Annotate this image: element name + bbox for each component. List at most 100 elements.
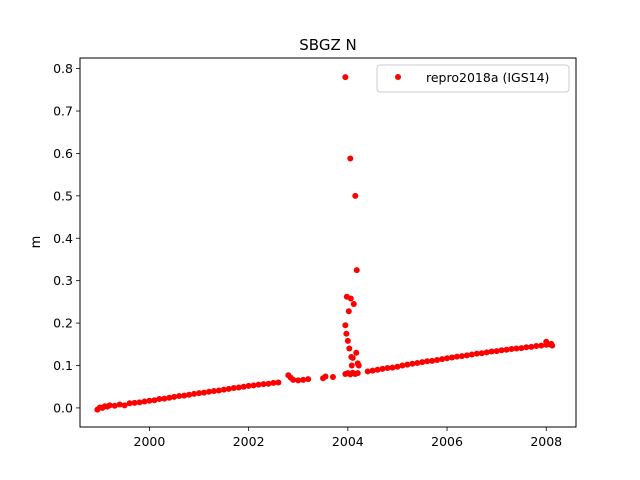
data-point xyxy=(350,301,357,307)
data-point xyxy=(347,155,354,162)
data-point xyxy=(191,390,198,397)
data-point xyxy=(503,346,510,353)
data-point xyxy=(549,342,556,349)
x-tick-label: 2006 xyxy=(431,434,463,449)
data-point xyxy=(235,384,242,391)
data-point xyxy=(488,348,495,355)
data-point xyxy=(344,337,351,344)
y-tick-label: 0.4 xyxy=(53,231,73,246)
data-point xyxy=(463,352,470,359)
data-point xyxy=(106,402,113,409)
data-point xyxy=(409,360,416,367)
data-point xyxy=(255,381,262,388)
data-point xyxy=(434,356,441,363)
y-tick-label: 0.2 xyxy=(53,316,73,331)
data-point xyxy=(260,381,267,388)
x-tick-label: 2000 xyxy=(134,434,166,449)
data-point xyxy=(166,394,173,401)
data-point xyxy=(349,354,356,361)
data-point xyxy=(473,350,480,357)
y-tick-label: 0.0 xyxy=(53,400,73,415)
data-point xyxy=(518,345,525,352)
data-point xyxy=(355,362,362,369)
data-point xyxy=(478,350,485,357)
data-point xyxy=(394,363,401,370)
data-point xyxy=(111,402,118,409)
data-point xyxy=(348,362,355,369)
data-point xyxy=(345,308,352,315)
data-point xyxy=(449,354,455,361)
data-point xyxy=(404,361,411,368)
data-point xyxy=(290,376,297,383)
legend-entry-label: repro2018a (IGS14) xyxy=(426,70,549,85)
data-point xyxy=(210,387,217,394)
data-point xyxy=(528,343,535,350)
data-point xyxy=(384,365,391,372)
data-point xyxy=(186,391,193,398)
data-point xyxy=(220,386,227,393)
y-tick-label: 0.6 xyxy=(53,146,73,161)
data-point xyxy=(245,382,252,389)
data-point xyxy=(508,345,515,352)
data-point xyxy=(353,267,360,274)
legend-marker xyxy=(395,74,401,80)
data-point xyxy=(181,392,188,399)
data-point xyxy=(342,74,349,81)
data-point xyxy=(215,387,222,394)
y-tick-label: 0.1 xyxy=(53,358,73,373)
x-tick-label: 2008 xyxy=(530,434,562,449)
data-point xyxy=(346,345,353,352)
data-point xyxy=(121,402,128,409)
data-point xyxy=(265,380,272,387)
plot-frame xyxy=(79,57,577,428)
data-point xyxy=(305,376,312,383)
data-point xyxy=(300,376,307,383)
data-point xyxy=(352,192,359,199)
data-point xyxy=(389,364,396,371)
data-point xyxy=(322,373,329,380)
x-tick-label: 2004 xyxy=(332,434,364,449)
data-point xyxy=(156,396,163,403)
data-point xyxy=(196,390,203,397)
data-point xyxy=(444,355,451,362)
data-point xyxy=(483,349,490,356)
data-point xyxy=(250,382,257,389)
data-point xyxy=(498,347,505,354)
x-tick-label: 2002 xyxy=(233,434,265,449)
data-point xyxy=(151,397,158,404)
data-point xyxy=(379,365,386,372)
data-point xyxy=(295,377,302,384)
data-point xyxy=(171,393,178,400)
y-axis-label: m xyxy=(29,236,44,249)
data-point xyxy=(513,345,520,352)
data-point xyxy=(538,342,545,349)
data-point xyxy=(493,348,500,355)
data-point xyxy=(205,388,212,395)
data-point xyxy=(146,397,153,404)
legend: repro2018a (IGS14) xyxy=(376,64,570,93)
y-tick-label: 0.8 xyxy=(53,61,73,76)
data-point xyxy=(354,370,361,377)
data-point xyxy=(353,349,360,356)
data-point xyxy=(240,383,247,390)
data-point xyxy=(429,357,436,364)
data-point xyxy=(374,366,381,373)
y-tick-label: 0.5 xyxy=(53,188,73,203)
y-tick-label: 0.3 xyxy=(53,273,73,288)
data-point xyxy=(369,367,376,374)
points-layer xyxy=(94,74,556,413)
data-point xyxy=(439,356,446,363)
data-point xyxy=(161,395,168,402)
data-point xyxy=(176,393,183,400)
data-point xyxy=(343,330,350,337)
plot-area xyxy=(80,58,576,427)
data-point xyxy=(225,385,232,392)
y-tick-label: 0.7 xyxy=(53,104,73,119)
data-point xyxy=(136,399,143,406)
data-point xyxy=(201,389,207,396)
chart-title: SBGZ N xyxy=(299,36,356,54)
data-point xyxy=(364,368,371,375)
data-point xyxy=(468,351,475,358)
data-point xyxy=(419,359,426,366)
